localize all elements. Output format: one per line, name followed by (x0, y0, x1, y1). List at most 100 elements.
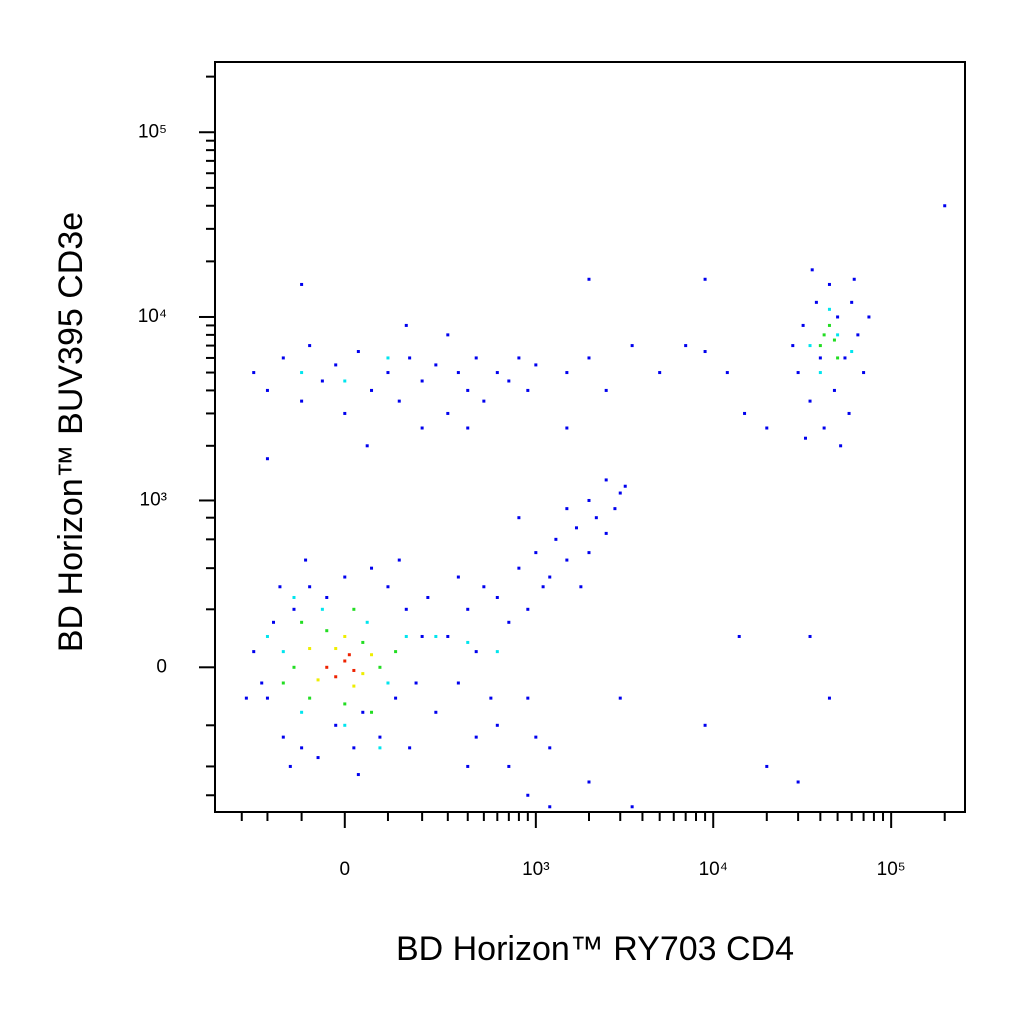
event-dot (594, 516, 598, 520)
event-dot (587, 780, 591, 784)
event-dot (808, 344, 812, 348)
event-dot (507, 620, 511, 624)
event-dot (343, 659, 347, 663)
event-dot (265, 457, 269, 461)
event-dot (565, 507, 569, 511)
event-dot (618, 696, 622, 700)
event-dot (343, 634, 347, 638)
event-dot (308, 696, 312, 700)
event-dot (852, 277, 856, 281)
event-dot (244, 696, 248, 700)
event-dot (300, 371, 304, 375)
event-dot (482, 585, 486, 589)
event-dot (517, 356, 521, 360)
event-dot (534, 551, 538, 555)
event-dot (579, 585, 583, 589)
event-dot (737, 634, 741, 638)
event-dot (361, 710, 365, 714)
event-dot (526, 607, 530, 611)
event-dot (300, 746, 304, 750)
event-dot (836, 315, 840, 319)
event-dot (604, 531, 608, 535)
event-dot (832, 338, 836, 342)
event-dot (862, 371, 866, 375)
event-dot (265, 388, 269, 392)
event-dot (378, 746, 382, 750)
event-dot (265, 634, 269, 638)
event-dot (466, 607, 470, 611)
event-dot (308, 647, 312, 651)
event-dot (292, 595, 296, 599)
event-dot (292, 607, 296, 611)
event-dot (554, 537, 558, 541)
event-dot (352, 684, 356, 688)
event-dot (414, 681, 418, 685)
event-dot (850, 300, 854, 304)
event-dot (803, 436, 807, 440)
event-dot (765, 426, 769, 430)
event-dot (850, 350, 854, 354)
event-dot (703, 277, 707, 281)
event-dot (822, 333, 826, 337)
event-dot (446, 634, 450, 638)
event-dot (316, 756, 320, 760)
event-dot (725, 371, 729, 375)
x-tick-label: 10⁵ (877, 859, 906, 880)
event-dot (856, 333, 860, 337)
event-dot (281, 735, 285, 739)
event-dot (308, 344, 312, 348)
event-dot (827, 282, 831, 286)
event-dot (361, 672, 365, 676)
event-dot (334, 675, 338, 679)
event-dot (352, 746, 356, 750)
event-dot (507, 379, 511, 383)
event-dot (703, 350, 707, 354)
event-dot (526, 388, 530, 392)
event-dot (495, 650, 499, 654)
event-dot (548, 746, 552, 750)
event-dot (604, 388, 608, 392)
event-dot (288, 764, 292, 768)
event-dot (408, 356, 412, 360)
event-dot (495, 595, 499, 599)
event-dot (334, 363, 338, 367)
event-dot (420, 634, 424, 638)
event-dot (434, 363, 438, 367)
event-dot (426, 595, 430, 599)
event-dot (361, 640, 365, 644)
y-tick-label: 10⁵ (138, 121, 167, 142)
event-dot (456, 681, 460, 685)
event-dot (365, 620, 369, 624)
event-dot (791, 344, 795, 348)
event-dot (827, 323, 831, 327)
y-axis-label: BD Horizon™ BUV395 CD3e (52, 212, 90, 652)
event-dot (325, 665, 329, 669)
event-dot (356, 773, 360, 777)
event-dot (394, 650, 398, 654)
y-tick-label: 0 (156, 656, 167, 677)
event-dot (526, 793, 530, 797)
event-dot (466, 388, 470, 392)
event-dot (320, 379, 324, 383)
event-dot (370, 566, 374, 570)
event-dot (456, 371, 460, 375)
event-dot (814, 300, 818, 304)
event-dot (300, 710, 304, 714)
event-dot (325, 629, 329, 633)
event-dot (408, 746, 412, 750)
event-dot (370, 388, 374, 392)
event-dot (343, 575, 347, 579)
event-dot (404, 634, 408, 638)
event-dot (466, 640, 470, 644)
event-dot (300, 399, 304, 403)
event-dot (587, 498, 591, 502)
event-dot (404, 607, 408, 611)
event-dot (334, 647, 338, 651)
event-dot (308, 585, 312, 589)
event-dot (836, 333, 840, 337)
event-dot (507, 764, 511, 768)
y-tick-label: 10⁴ (138, 306, 167, 327)
event-dot (796, 780, 800, 784)
event-dot (466, 764, 470, 768)
